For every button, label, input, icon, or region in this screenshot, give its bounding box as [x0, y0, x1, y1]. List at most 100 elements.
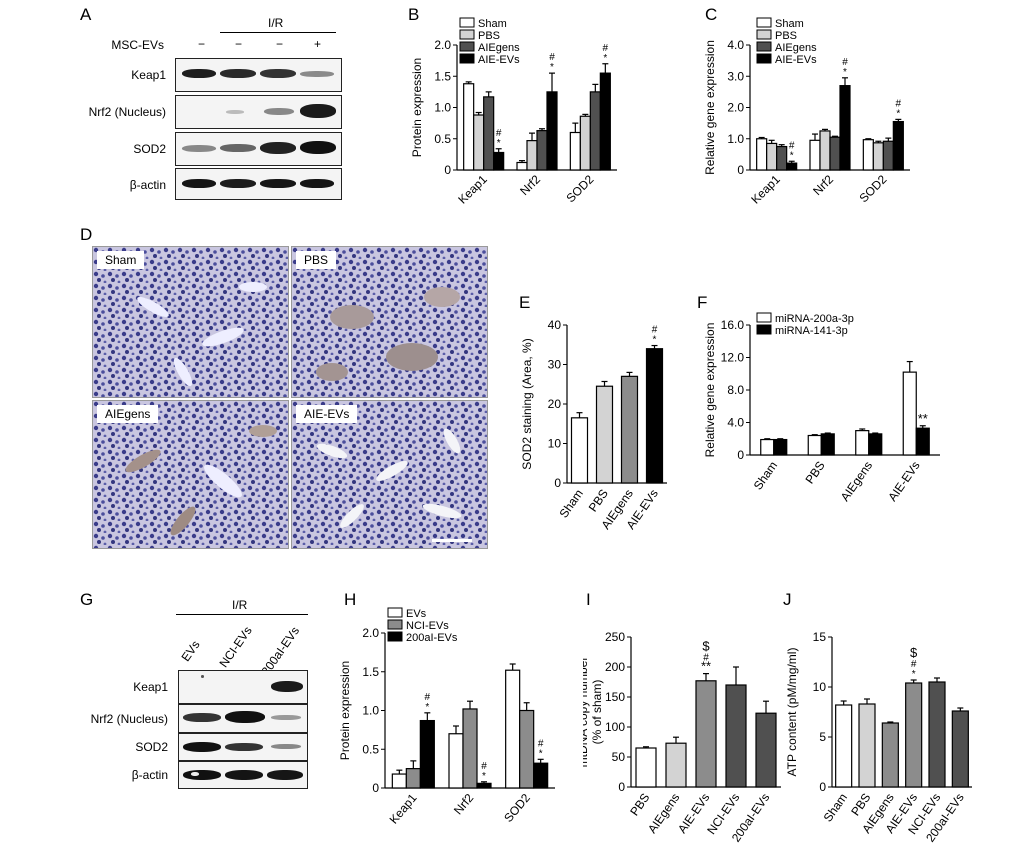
bar-f: [760, 438, 775, 456]
bar-f: [855, 430, 870, 456]
blot-a-ir-label: I/R: [268, 16, 284, 30]
blot-g-strip-actin: [178, 761, 308, 789]
bar-f: [915, 427, 930, 456]
bar-b: [483, 96, 495, 171]
y-tick-label-f: 4.0: [727, 416, 744, 430]
bar-i: [665, 742, 687, 788]
y-tick-label-b: 2.0: [434, 38, 451, 52]
legend-label-b: PBS: [478, 30, 500, 42]
x-tick-label-b: SOD2: [563, 172, 596, 205]
y-tick-label-j: 5: [819, 730, 826, 744]
bar-f: [773, 438, 788, 456]
y-tick-label-i: 0: [618, 780, 625, 794]
y-axis-label-f: Relative gene expression: [703, 323, 717, 458]
bar-c: [839, 85, 851, 171]
y-axis-label-c: Relative gene expression: [703, 40, 717, 175]
y-tick-label-e: 40: [548, 318, 562, 332]
y-axis-label-i: mtDNA copy number: [583, 657, 590, 768]
significance-mark-b: *: [603, 53, 607, 64]
significance-mark-f: **: [918, 411, 928, 426]
blot-g-strip-nrf2: [178, 704, 308, 733]
legend-swatch-h: [387, 607, 403, 618]
bar-c: [829, 136, 841, 171]
micrograph-sham: Sham: [92, 246, 289, 398]
blot-g-row-label-nrf2: Nrf2 (Nucleus): [90, 712, 168, 726]
significance-mark-h: #: [538, 738, 544, 749]
micrograph-label-aie-evs: AIE-EVs: [296, 405, 358, 423]
significance-mark-b: #: [496, 128, 502, 139]
y-tick-label-i: 50: [612, 750, 626, 764]
legend-swatch-c: [756, 29, 772, 40]
significance-mark-b: #: [603, 43, 609, 54]
blot-g-row-label-actin: β-actin: [131, 768, 168, 782]
blot-a-sign-4: +: [314, 37, 322, 51]
legend-swatch-f: [756, 312, 772, 323]
y-tick-label-b: 0.5: [434, 132, 451, 146]
significance-mark-c: #: [789, 140, 795, 151]
bar-h: [405, 768, 421, 789]
y-tick-label-f: 12.0: [721, 351, 745, 365]
panel-letter-c: C: [705, 5, 718, 24]
bar-b: [516, 161, 528, 171]
bar-b: [579, 115, 591, 171]
y-tick-label-c: 2.0: [727, 101, 744, 115]
bar-e: [645, 348, 664, 484]
y-tick-label-h: 2.0: [362, 626, 379, 640]
panel-letter-g: G: [80, 590, 94, 609]
x-tick-label-h: SOD2: [501, 791, 533, 825]
y-tick-label-c: 0: [737, 163, 744, 177]
panel-letter-i: I: [586, 590, 591, 609]
legend-swatch-f: [756, 324, 772, 335]
bar-c: [809, 139, 821, 171]
y-tick-label-b: 1.0: [434, 101, 451, 115]
x-tick-label-e: Sham: [557, 487, 586, 521]
blot-a-row-label-sod2: SOD2: [133, 142, 166, 156]
blot-g-row-label-keap1: Keap1: [133, 680, 168, 694]
significance-mark-j: *: [912, 669, 916, 680]
y-tick-label-c: 4.0: [727, 38, 744, 52]
y-tick-label-i: 150: [605, 690, 625, 704]
panel-letter-d: D: [80, 225, 93, 244]
blot-a-strip-keap1: [175, 58, 342, 92]
micrograph-label-aiegens: AIEgens: [97, 405, 159, 423]
blot-g-ir-line: [176, 614, 308, 615]
legend-swatch-c: [756, 17, 772, 28]
bar-c: [882, 140, 894, 171]
bar-j: [951, 710, 969, 788]
y-tick-label-e: 10: [548, 437, 562, 451]
panel-letter-b: B: [408, 5, 420, 24]
x-tick-label-c: SOD2: [856, 172, 889, 205]
bar-h: [476, 782, 492, 789]
legend-swatch-b: [459, 17, 475, 28]
bar-b: [546, 91, 558, 171]
bar-b: [536, 130, 548, 171]
legend-label-h: 200aI-EVs: [406, 632, 458, 644]
y-tick-label-h: 1.5: [362, 665, 379, 679]
blot-a-ir-line: [220, 32, 336, 33]
y-tick-label-i: 200: [605, 660, 625, 674]
legend-label-b: Sham: [478, 18, 507, 30]
legend-label-f: miRNA-200a-3p: [775, 313, 854, 325]
bar-j: [905, 682, 923, 788]
blot-g-strip-keap1: [178, 670, 308, 704]
x-tick-label-f: PBS: [802, 459, 827, 487]
significance-mark-b: #: [549, 52, 555, 63]
legend-label-h: NCI-EVs: [406, 620, 449, 632]
legend-label-c: PBS: [775, 30, 797, 42]
legend-swatch-b: [459, 29, 475, 40]
bar-f: [902, 371, 917, 456]
bar-b: [589, 91, 601, 171]
significance-mark-e: *: [653, 335, 657, 346]
y-axis-label-h: Protein expression: [338, 661, 352, 760]
y-axis-label-e: SOD2 staining (Area, %): [520, 338, 534, 469]
bar-c: [862, 139, 874, 171]
x-tick-label-c: Keap1: [748, 172, 783, 207]
significance-mark-c: *: [843, 67, 847, 78]
blot-g-lane-nci-evs: NCI-EVs: [216, 623, 255, 670]
legend-label-h: EVs: [406, 608, 427, 620]
blot-a-strip-nrf2: [175, 95, 342, 129]
bar-b: [526, 140, 538, 171]
bar-c: [776, 145, 788, 171]
